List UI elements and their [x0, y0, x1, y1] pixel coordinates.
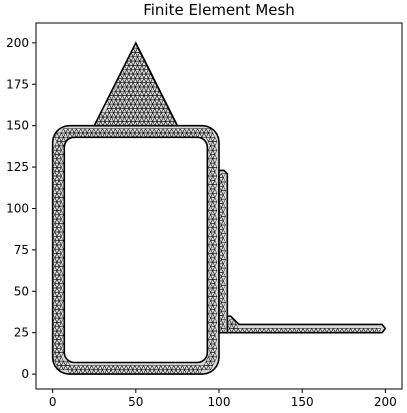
vertical-stem-mesh [218, 169, 229, 334]
x-axis: 0 50 100 150 200 [49, 389, 397, 409]
y-tick-label: 75 [14, 243, 29, 257]
region-boundary [92, 41, 179, 127]
x-tick-label: 150 [291, 395, 314, 409]
y-tick-label: 0 [21, 367, 29, 381]
region-boundary [51, 124, 220, 375]
x-tick-label: 0 [49, 395, 57, 409]
mesh-layer [51, 41, 387, 375]
x-tick-label: 200 [374, 395, 397, 409]
y-tick-label: 100 [6, 201, 29, 215]
horizontal-arm-mesh [226, 315, 387, 334]
y-tick-label: 25 [14, 326, 29, 340]
rounded-rectangle-ring-mesh [51, 124, 220, 375]
y-tick-label: 125 [6, 160, 29, 174]
mesh-elements [226, 319, 382, 334]
y-tick-label: 150 [6, 119, 29, 133]
y-tick-label: 175 [6, 77, 29, 91]
y-tick-label: 50 [14, 284, 29, 298]
mesh-elements [218, 172, 226, 334]
y-tick-label: 200 [6, 36, 29, 50]
mesh-elements [52, 128, 218, 375]
x-tick-label: 50 [128, 395, 143, 409]
triangle-mesh [92, 41, 179, 127]
mesh-elements [93, 43, 177, 127]
y-axis: 0 25 50 75 100 125 150 175 200 [6, 36, 36, 381]
region-boundary [226, 315, 387, 334]
chart-title: Finite Element Mesh [143, 1, 295, 19]
region-hole [63, 136, 209, 364]
x-tick-label: 100 [208, 395, 231, 409]
region-fill [219, 170, 228, 333]
region-boundary [218, 169, 229, 334]
